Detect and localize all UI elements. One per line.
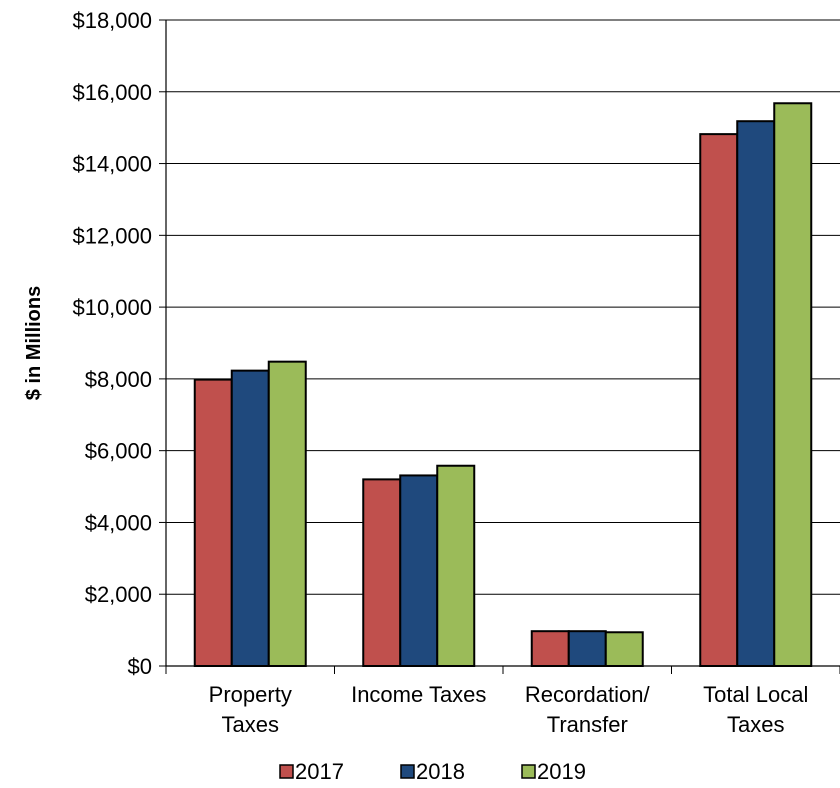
- x-category-label: Property Taxes: [209, 682, 292, 737]
- y-tick-label: $18,000: [72, 8, 152, 33]
- legend-swatch: [279, 764, 294, 779]
- y-tick-label: $6,000: [85, 439, 152, 464]
- x-axis-category-labels: Property Taxes Income Taxes Recordation/Tra…: [209, 682, 809, 737]
- legend-label: 2018: [416, 759, 465, 784]
- bar-2017: [699, 133, 739, 668]
- y-tick-label: $12,000: [72, 223, 152, 248]
- legend-item-2018: 2018: [400, 759, 465, 784]
- legend-item-2019: 2019: [521, 759, 586, 784]
- y-tick-label: $16,000: [72, 80, 152, 105]
- bar-2019: [604, 631, 644, 668]
- bar-2018: [736, 120, 776, 667]
- bar-2018: [399, 474, 439, 667]
- legend-swatch: [521, 764, 536, 779]
- y-tick-label: $2,000: [85, 582, 152, 607]
- bar-2019: [436, 464, 476, 667]
- bar-2018: [567, 630, 607, 668]
- bar-2017: [193, 378, 233, 667]
- y-tick-label: $14,000: [72, 152, 152, 177]
- y-tick-label: $8,000: [85, 367, 152, 392]
- legend-label: 2017: [295, 759, 344, 784]
- y-tick-label: $4,000: [85, 510, 152, 535]
- bar-2019: [773, 102, 813, 668]
- y-tick-label: $10,000: [72, 295, 152, 320]
- y-axis-ticks: $0 $2,000 $4,000 $6,000 $8,000 $10,000 $12,000…: [72, 8, 166, 679]
- legend-label: 2019: [537, 759, 586, 784]
- bar-2017: [362, 478, 402, 667]
- bar-2017: [530, 630, 570, 668]
- bar-2019: [267, 360, 307, 667]
- legend: 2017 2018 2019: [279, 759, 586, 784]
- x-category-label: Recordation/Transfer: [525, 682, 651, 737]
- axes: [165, 20, 840, 674]
- x-category-label: Total Local Taxes: [703, 682, 808, 737]
- bars: [193, 102, 813, 668]
- y-tick-label: $0: [128, 654, 152, 679]
- legend-item-2017: 2017: [279, 759, 344, 784]
- y-axis-label: $ in Millions: [23, 286, 45, 400]
- bar-2018: [230, 369, 270, 667]
- legend-swatch: [400, 764, 415, 779]
- x-category-label: Income Taxes: [351, 682, 486, 707]
